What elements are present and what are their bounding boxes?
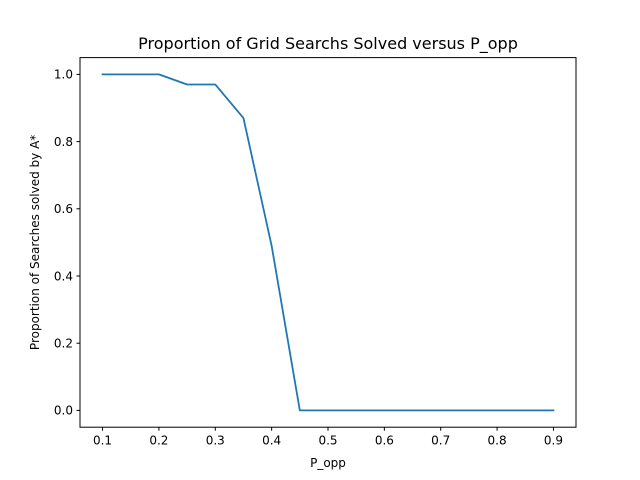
y-tick-label: 0.8 (54, 135, 73, 149)
chart-title: Proportion of Grid Searchs Solved versus… (138, 34, 518, 54)
axes-frame (79, 57, 577, 428)
x-tick-label: 0.9 (544, 434, 563, 448)
x-tick-label: 0.3 (206, 434, 225, 448)
x-tick-label: 0.2 (149, 434, 168, 448)
x-tick-label: 0.6 (375, 434, 394, 448)
axis-ticks: 0.1 0.2 0.3 0.4 0.5 0.6 0.7 0.8 0.9 0.0 0.2 0.4 0.6 0… (54, 68, 563, 448)
y-tick-label: 0.6 (54, 202, 73, 216)
x-tick-label: 0.1 (93, 434, 112, 448)
y-tick-label: 0.4 (54, 269, 73, 283)
x-axis-label: P_opp (310, 456, 346, 470)
series-line (101, 73, 555, 412)
x-tick-label: 0.8 (488, 434, 507, 448)
y-tick-label: 0.0 (54, 404, 73, 418)
plot-area (101, 73, 555, 412)
y-tick-label: 0.2 (54, 337, 73, 351)
x-tick-label: 0.4 (262, 434, 281, 448)
y-axis-label: Proportion of Searches solved by A* (28, 135, 42, 350)
y-tick-label: 1.0 (54, 68, 73, 82)
x-tick-label: 0.5 (318, 434, 337, 448)
x-tick-label: 0.7 (431, 434, 450, 448)
